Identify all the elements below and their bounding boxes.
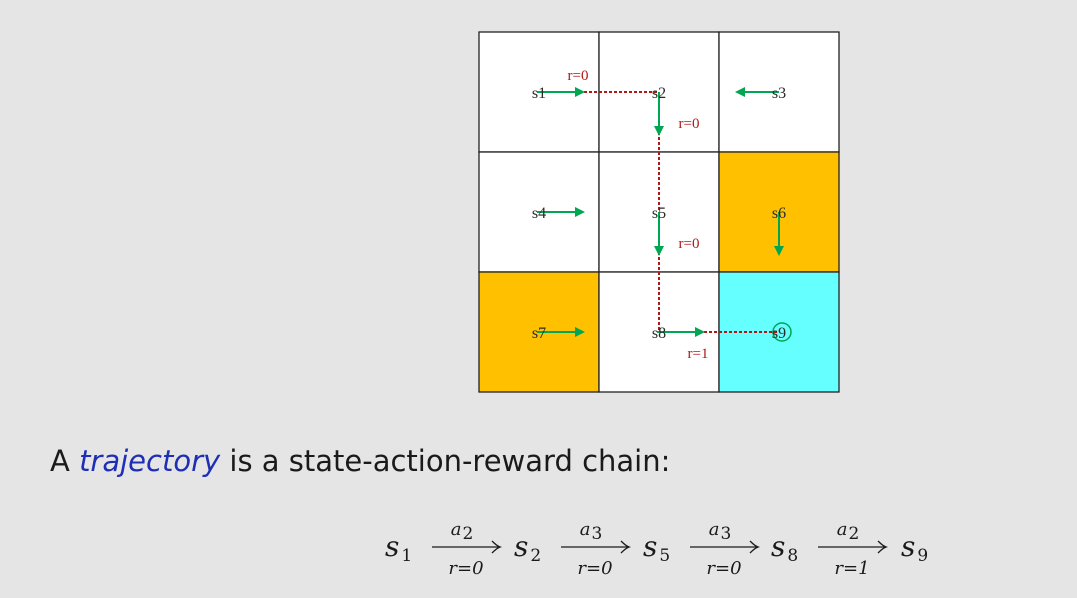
state-label-s5: s5 xyxy=(652,205,666,222)
reward-labels: r=0 r=0 r=0 r=1 xyxy=(568,68,709,362)
sentence-emphasis: trajectory xyxy=(79,444,221,478)
transition-action-label: a3 xyxy=(709,519,732,544)
reward-label: r=0 xyxy=(679,236,700,252)
reward-label: r=1 xyxy=(688,346,709,362)
state-label-s6: s6 xyxy=(772,205,786,222)
transition-action-label: a3 xyxy=(580,519,603,544)
state-label-s7: s7 xyxy=(532,325,546,342)
reward-label: r=0 xyxy=(679,116,700,132)
state-label-s9: s9 xyxy=(772,325,786,342)
sentence-suffix: is a state-action-reward chain: xyxy=(220,444,671,478)
stay-icon-s9 xyxy=(772,322,792,342)
reward-label: r=0 xyxy=(568,68,589,84)
trajectory-chain: s 1 s 2 s 5 s 8 s 9 a2 r=0 a3 r=0 a3 r=0 a2 r=1 xyxy=(385,519,928,579)
transition-arrowhead xyxy=(491,540,503,554)
transition-reward-label: r=0 xyxy=(448,558,483,579)
transition-reward-label: r=0 xyxy=(706,558,741,579)
transition-arrowhead xyxy=(877,540,889,554)
transition-reward-label: r=1 xyxy=(834,558,869,579)
transition-arrowhead xyxy=(749,540,761,554)
state-label-s8: s8 xyxy=(652,325,666,342)
transition-action-label: a2 xyxy=(451,519,474,544)
transition-arrowhead xyxy=(620,540,632,554)
transition-reward-label: r=0 xyxy=(577,558,612,579)
trajectory-definition: A trajectory is a state-action-reward ch… xyxy=(50,444,670,478)
sentence-prefix: A xyxy=(50,444,80,478)
policy-arrows xyxy=(537,87,792,342)
state-label-s3: s3 xyxy=(772,85,786,102)
grid-cells xyxy=(478,31,840,393)
state-label-s2: s2 xyxy=(652,85,666,102)
state-label-s4: s4 xyxy=(532,205,546,222)
grid-world: s1 s2 s3 s4 s5 s6 s7 s8 s9 r=0 r=0 r=0 r=1 xyxy=(478,31,840,393)
transition-action-label: a2 xyxy=(837,519,860,544)
state-label-s1: s1 xyxy=(532,85,546,102)
state-labels: s1 s2 s3 s4 s5 s6 s7 s8 s9 xyxy=(532,85,786,342)
